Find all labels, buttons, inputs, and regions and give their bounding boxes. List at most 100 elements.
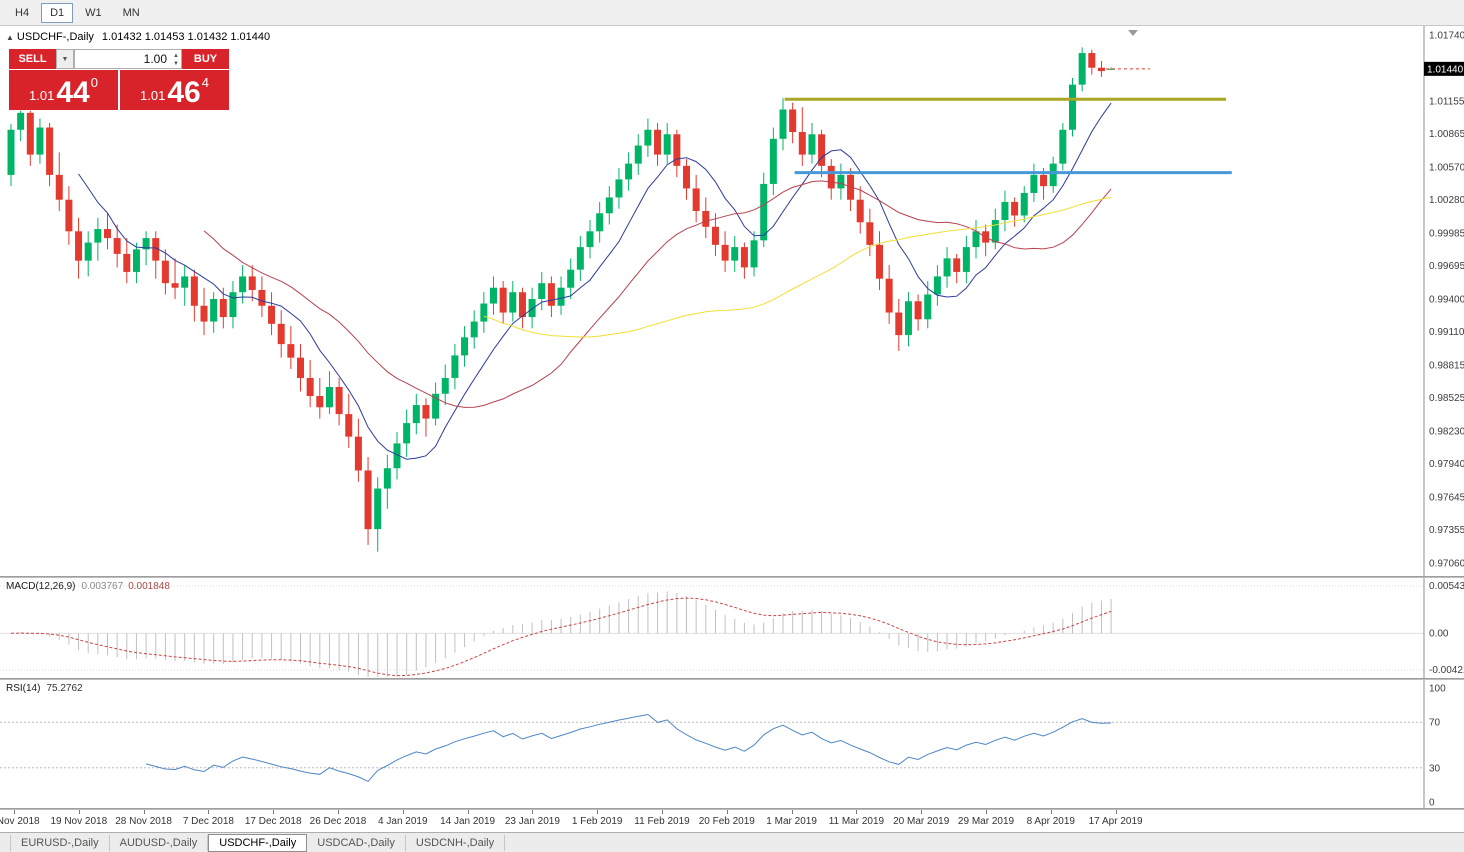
svg-text:0: 0 (1429, 798, 1435, 809)
price-chart-canvas[interactable]: 1.01740 1.01155 1.00865 1.00570 1.00280 0.999… (0, 26, 1464, 576)
chart-window: 1.01740 1.01155 1.00865 1.00570 1.00280 0.999… (0, 26, 1464, 832)
time-axis-label: 9 Nov 2018 (0, 816, 40, 827)
buy-button[interactable]: BUY (182, 49, 229, 69)
timeframe-tab-w1[interactable]: W1 (85, 6, 102, 19)
current-price-tag (1424, 61, 1464, 76)
time-axis-tick (662, 810, 663, 814)
spinner-up-icon[interactable]: ▲ (173, 53, 179, 59)
chart-tab-audusd[interactable]: AUDUSD-,Daily (110, 834, 209, 851)
timeframe-tab-d1[interactable]: D1 (41, 2, 74, 23)
rsi-label: RSI(14) 75.2762 (6, 683, 83, 694)
time-axis-tick (597, 810, 599, 814)
chart-title: ▲ USDCHF-,Daily 1.01432 1.01453 1.01432 1.… (6, 31, 270, 43)
ask-prefix: 1.01 (140, 88, 166, 103)
pane-splitter[interactable] (0, 808, 1464, 810)
bid-big-digits: 44 (56, 75, 90, 109)
time-axis-label: 4 Jan 2019 (378, 816, 428, 827)
time-axis-tick (1050, 810, 1052, 814)
svg-text:70: 70 (1429, 718, 1441, 729)
price-pane: 1.01740 1.01155 1.00865 1.00570 1.00280 0.999… (0, 26, 1464, 576)
svg-text:0.005439: 0.005439 (1429, 581, 1464, 592)
svg-text:0.99400: 0.99400 (1429, 295, 1464, 306)
chart-tab-eurusd[interactable]: EURUSD-,Daily (10, 834, 110, 851)
svg-text:1.00570: 1.00570 (1429, 163, 1464, 174)
time-axis-label: 23 Jan 2019 (504, 816, 560, 827)
svg-text:-0.004217: -0.004217 (1429, 665, 1464, 676)
svg-text:0.98525: 0.98525 (1429, 393, 1464, 404)
ask-pip-digit: 4 (201, 75, 209, 90)
pane-splitter[interactable] (0, 678, 1464, 680)
time-axis-label: 11 Mar 2019 (828, 816, 885, 827)
rsi-pane: 100 70 30 0 RSI(14) 75.2762 (0, 680, 1464, 808)
volume-input[interactable]: 1.00 ▲ ▼ (74, 49, 182, 69)
svg-text:0.99985: 0.99985 (1429, 229, 1464, 240)
svg-text:0.00: 0.00 (1429, 628, 1449, 639)
ask-price-display[interactable]: 1.01 46 4 (120, 70, 229, 110)
chart-ohlc-values: 1.01432 1.01453 1.01432 1.01440 (101, 31, 271, 43)
chevron-down-icon: ▼ (61, 55, 69, 63)
svg-text:30: 30 (1429, 763, 1441, 774)
time-axis-tick (273, 810, 275, 814)
timeframe-tab-mn[interactable]: MN (122, 6, 140, 19)
time-axis-tick (791, 810, 793, 814)
svg-text:0.99695: 0.99695 (1429, 261, 1464, 272)
time-axis-label: 11 Feb 2019 (634, 816, 690, 827)
svg-text:0.97940: 0.97940 (1429, 459, 1464, 470)
macd-canvas[interactable]: 0.005439 0.00 -0.004217 (0, 578, 1464, 678)
time-axis-label: 20 Feb 2019 (698, 816, 755, 827)
timeframe-tab-h4[interactable]: H4 (15, 6, 30, 19)
collapse-icon[interactable]: ▲ (6, 33, 14, 42)
time-axis-label: 14 Jan 2019 (440, 816, 496, 827)
svg-text:1.00280: 1.00280 (1429, 195, 1464, 206)
rsi-name: RSI(14) (6, 683, 41, 694)
ask-big-digits: 46 (167, 75, 201, 109)
spinner-down-icon[interactable]: ▼ (173, 61, 179, 67)
bid-pip-digit: 0 (90, 75, 98, 90)
time-axis-tick (208, 810, 210, 814)
time-axis-label: 8 Apr 2019 (1026, 816, 1075, 827)
volume-spinner[interactable]: ▲ ▼ (173, 52, 179, 68)
chart-tab-usdchf[interactable]: USDCHF-,Daily (208, 833, 308, 852)
time-axis[interactable]: 9 Nov 2018 19 Nov 2018 28 Nov 2018 7 Dec 20… (0, 810, 1464, 832)
rsi-canvas[interactable]: 100 70 30 0 (0, 680, 1464, 808)
time-axis-tick (856, 810, 858, 814)
volume-value: 1.00 (143, 52, 167, 66)
macd-pane: 0.005439 0.00 -0.004217 MACD(12,26,9) 0.003… (0, 578, 1464, 678)
time-axis-label: 17 Apr 2019 (1088, 816, 1143, 827)
svg-text:1.01440: 1.01440 (1427, 64, 1464, 75)
svg-text:0.97355: 0.97355 (1429, 525, 1464, 536)
time-axis-tick (14, 810, 15, 814)
svg-text:0.98230: 0.98230 (1429, 427, 1464, 438)
svg-text:1.01740: 1.01740 (1429, 31, 1464, 42)
macd-signal-line (10, 597, 1112, 677)
time-axis-tick (78, 810, 80, 814)
price-axis: 1.01740 1.01155 1.00865 1.00570 1.00280 0.999… (1429, 31, 1464, 570)
bid-price-display[interactable]: 1.01 44 0 (9, 70, 118, 110)
volume-dropdown-button[interactable]: ▼ (56, 49, 74, 69)
time-axis-tick (402, 810, 404, 814)
svg-text:1.01155: 1.01155 (1429, 97, 1464, 108)
time-axis-tick (1115, 810, 1117, 814)
macd-name: MACD(12,26,9) (6, 581, 76, 592)
sell-button[interactable]: SELL (9, 49, 56, 69)
rsi-line (145, 713, 1112, 783)
svg-text:0.99110: 0.99110 (1429, 327, 1464, 338)
svg-text:1.00865: 1.00865 (1429, 129, 1464, 140)
svg-text:100: 100 (1429, 684, 1446, 695)
svg-text:0.97645: 0.97645 (1429, 493, 1464, 504)
pane-splitter[interactable] (0, 576, 1464, 578)
time-axis-tick (726, 810, 728, 814)
chart-tabs-bar: EURUSD-,Daily AUDUSD-,Daily USDCHF-,Dail… (0, 832, 1464, 852)
one-click-trading-panel: SELL ▼ 1.00 ▲ ▼ BUY 1.01 (8, 48, 230, 111)
time-axis-tick (921, 810, 923, 814)
macd-label: MACD(12,26,9) 0.003767 0.001848 (6, 581, 170, 592)
chart-tab-usdcnh[interactable]: USDCNH-,Daily (406, 834, 506, 851)
time-axis-label: 7 Dec 2018 (182, 816, 234, 827)
time-axis-label: 17 Dec 2018 (244, 816, 302, 827)
bid-prefix: 1.01 (29, 88, 55, 103)
time-axis-label: 20 Mar 2019 (893, 816, 950, 827)
time-axis-tick (532, 810, 534, 814)
chart-tab-usdcad[interactable]: USDCAD-,Daily (307, 834, 406, 851)
chart-shift-icon[interactable] (1128, 30, 1138, 36)
